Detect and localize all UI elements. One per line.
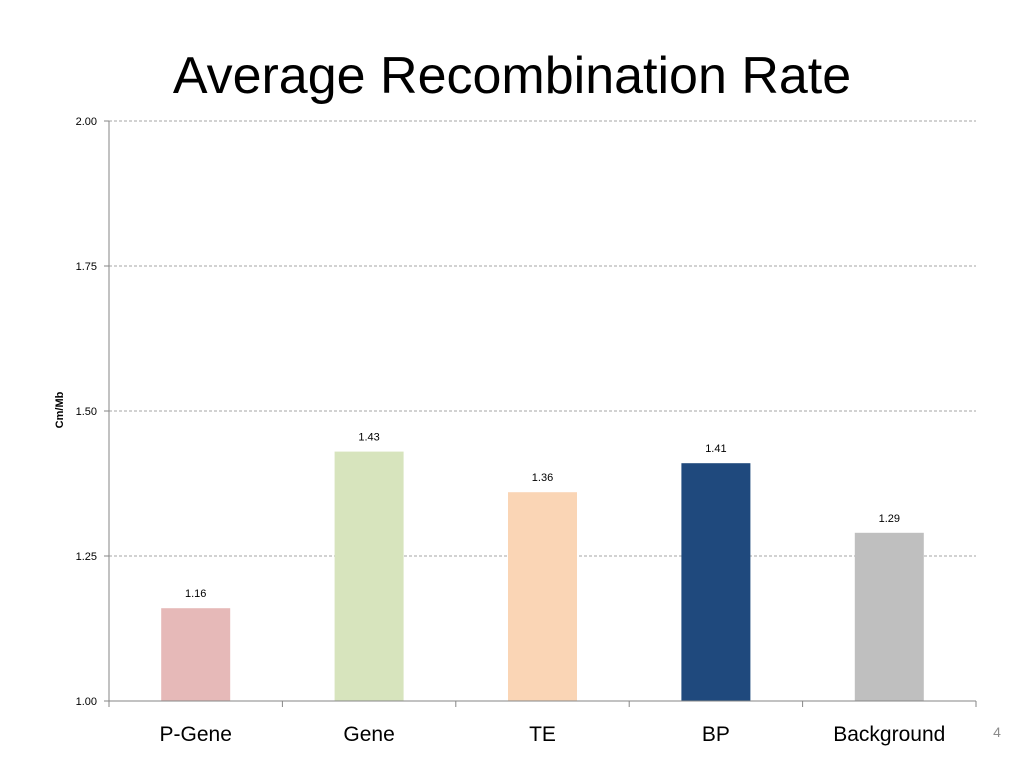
- bar-gene: [334, 451, 404, 701]
- bar-bp: [681, 463, 751, 701]
- bar-background: [854, 532, 924, 701]
- y-tick-label: 1.50: [76, 406, 97, 418]
- chart-title: Average Recombination Rate: [172, 47, 852, 105]
- bars: [161, 451, 924, 701]
- gridlines: [109, 120, 976, 557]
- data-labels: 1.16 1.43 1.36 1.41 1.29: [185, 432, 900, 601]
- y-tick-label: 1.25: [76, 551, 97, 563]
- y-tick-label: 1.00: [76, 696, 97, 708]
- data-label: 1.43: [358, 432, 379, 444]
- y-tick-labels: 1.00 1.25 1.50 1.75 2.00: [76, 116, 109, 708]
- category-label: Background: [833, 723, 945, 746]
- data-label: 1.36: [532, 472, 553, 484]
- category-label: P-Gene: [160, 723, 232, 746]
- category-labels: P-Gene Gene TE BP Background: [160, 723, 946, 746]
- y-axis-title: Cm/Mb: [54, 391, 66, 428]
- data-label: 1.29: [879, 513, 900, 525]
- data-label: 1.41: [705, 443, 726, 455]
- category-label: Gene: [343, 723, 394, 746]
- category-label: TE: [529, 723, 556, 746]
- bar-p-gene: [161, 608, 231, 701]
- category-label: BP: [702, 723, 730, 746]
- data-label: 1.16: [185, 588, 206, 600]
- y-tick-label: 1.75: [76, 261, 97, 273]
- bar-te: [508, 492, 577, 701]
- y-tick-label: 2.00: [76, 116, 97, 128]
- slide-number: 4: [993, 724, 1001, 740]
